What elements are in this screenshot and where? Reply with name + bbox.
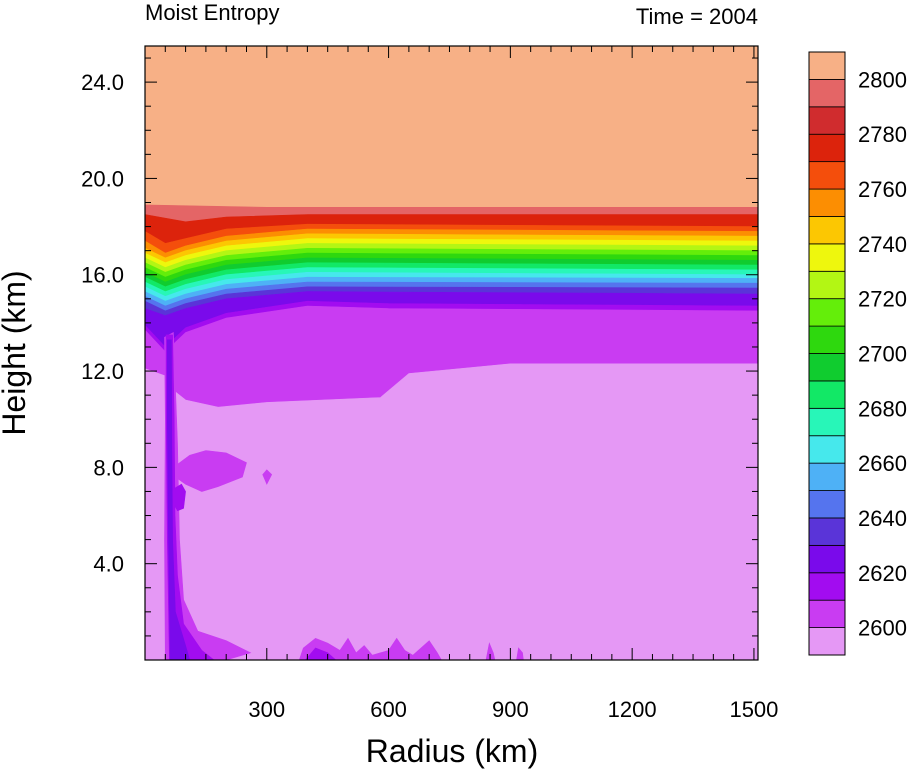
contour-region-21 bbox=[173, 450, 247, 492]
colorbar-swatch bbox=[808, 79, 846, 108]
colorbar-tick-label: 2740 bbox=[858, 232, 907, 257]
colorbar-tick-label: 2620 bbox=[858, 561, 907, 586]
colorbar-tick-label: 2660 bbox=[858, 451, 907, 476]
colorbar-tick-label: 2800 bbox=[858, 67, 907, 92]
x-tick-label: 1200 bbox=[608, 697, 657, 722]
colorbar-tick-label: 2640 bbox=[858, 506, 907, 531]
x-axis-label: Radius (km) bbox=[366, 733, 538, 769]
colorbar-swatch bbox=[808, 490, 846, 519]
colorbar-swatch bbox=[808, 517, 846, 546]
colorbar-tick-label: 2780 bbox=[858, 122, 907, 147]
contour-region-28 bbox=[305, 647, 337, 660]
colorbar-swatch bbox=[808, 544, 846, 574]
colorbar-tick-label: 2600 bbox=[858, 616, 907, 641]
contour-region-25 bbox=[173, 483, 186, 512]
y-tick-label: 20.0 bbox=[81, 166, 124, 191]
contour-region-27 bbox=[298, 637, 442, 660]
colorbar-tick-label: 2720 bbox=[858, 287, 907, 312]
y-tick-label: 24.0 bbox=[81, 70, 124, 95]
colorbar-swatch bbox=[808, 462, 846, 491]
colorbar-frame bbox=[808, 51, 846, 656]
axis-ticks bbox=[145, 46, 758, 660]
x-tick-label: 300 bbox=[248, 697, 285, 722]
contour-region-0 bbox=[145, 46, 758, 208]
colorbar: 2600 2620 2640 2660 2680 2700 2720 2740 2760 2780… bbox=[808, 51, 907, 656]
contour-field bbox=[145, 46, 758, 660]
contour-region-29 bbox=[485, 642, 496, 660]
x-tick-label: 900 bbox=[492, 697, 529, 722]
y-tick-label: 12.0 bbox=[81, 359, 124, 384]
colorbar-swatch bbox=[808, 298, 846, 327]
colorbar-swatch bbox=[808, 216, 846, 245]
colorbar-swatch bbox=[808, 572, 846, 601]
colorbar-swatch bbox=[808, 599, 846, 628]
y-tick-label: 16.0 bbox=[81, 263, 124, 288]
x-axis-tick-labels: 300 600 900 1200 1500 bbox=[248, 697, 778, 722]
colorbar-swatch bbox=[808, 161, 846, 190]
colorbar-swatch bbox=[808, 325, 846, 354]
contour-region-26 bbox=[262, 469, 273, 485]
chart-title: Moist Entropy bbox=[145, 0, 280, 25]
colorbar-tick-label: 2700 bbox=[858, 342, 907, 367]
colorbar-tick-label: 2760 bbox=[858, 177, 907, 202]
contour-region-30 bbox=[516, 647, 524, 660]
colorbar-swatch bbox=[808, 627, 846, 656]
colorbar-swatch bbox=[808, 51, 846, 80]
colorbar-swatch bbox=[808, 133, 846, 163]
x-tick-label: 600 bbox=[370, 697, 407, 722]
colorbar-swatch bbox=[808, 353, 846, 382]
x-tick-label: 1500 bbox=[729, 697, 778, 722]
chart-subtitle: Time = 2004 bbox=[636, 4, 758, 29]
colorbar-tick-label: 2680 bbox=[858, 396, 907, 421]
colorbar-swatch bbox=[808, 435, 846, 464]
y-axis-tick-labels: 4.0 8.0 12.0 16.0 20.0 24.0 bbox=[81, 70, 124, 577]
contour-region-24 bbox=[167, 339, 191, 660]
colorbar-swatch bbox=[808, 270, 846, 300]
colorbar-swatch bbox=[808, 407, 846, 437]
plot-frame bbox=[144, 45, 759, 661]
contour-region-20 bbox=[145, 363, 758, 660]
colorbar-swatch bbox=[808, 380, 846, 409]
colorbar-swatch bbox=[808, 243, 846, 272]
colorbar-swatch bbox=[808, 188, 846, 217]
y-tick-label: 8.0 bbox=[93, 455, 124, 480]
y-tick-label: 4.0 bbox=[93, 552, 124, 577]
colorbar-swatch bbox=[808, 106, 846, 135]
y-axis-label: Height (km) bbox=[0, 270, 32, 435]
